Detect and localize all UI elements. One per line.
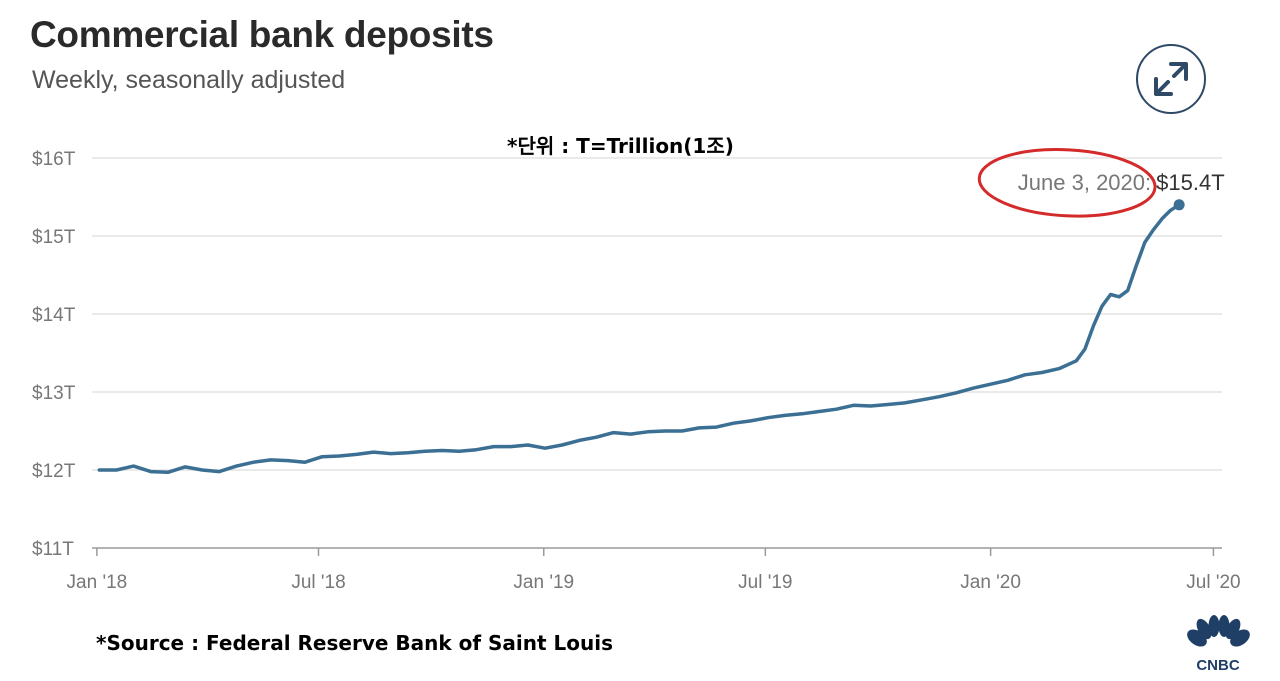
unit-note: *단위 : T=Trillion(1조): [507, 134, 734, 158]
y-tick-label: $13T: [32, 383, 76, 404]
annotation-value: $15.4T: [1156, 170, 1225, 195]
y-tick-label: $16T: [32, 149, 76, 170]
cnbc-logo: CNBC: [1180, 612, 1256, 674]
last-point-marker: [1173, 199, 1185, 211]
x-tick-label: Jan '20: [960, 572, 1021, 593]
expand-arrows-icon: [1154, 62, 1188, 96]
y-tick-label: $14T: [32, 305, 76, 326]
annotation-date: June 3, 2020:: [1018, 170, 1151, 195]
x-tick-label: Jul '18: [291, 572, 345, 593]
source-note: *Source : Federal Reserve Bank of Saint …: [96, 631, 614, 655]
y-tick-label: $15T: [32, 227, 76, 248]
cnbc-logo-text: CNBC: [1196, 657, 1239, 674]
chart-title: Commercial bank deposits: [30, 14, 494, 55]
chart-subtitle: Weekly, seasonally adjusted: [32, 66, 346, 94]
y-tick-label: $12T: [32, 461, 76, 482]
x-tick-label: Jan '19: [513, 572, 574, 593]
cnbc-peacock-logo: CNBC: [1187, 615, 1250, 674]
expand-button[interactable]: [1136, 44, 1206, 114]
x-tick-label: Jul '19: [738, 572, 792, 593]
x-tick-label: Jan '18: [67, 572, 128, 593]
y-tick-label: $11T: [32, 539, 74, 560]
x-tick-label: Jul '20: [1186, 572, 1240, 593]
highlight-ellipse: [977, 148, 1157, 218]
deposits-line: [97, 203, 1181, 475]
